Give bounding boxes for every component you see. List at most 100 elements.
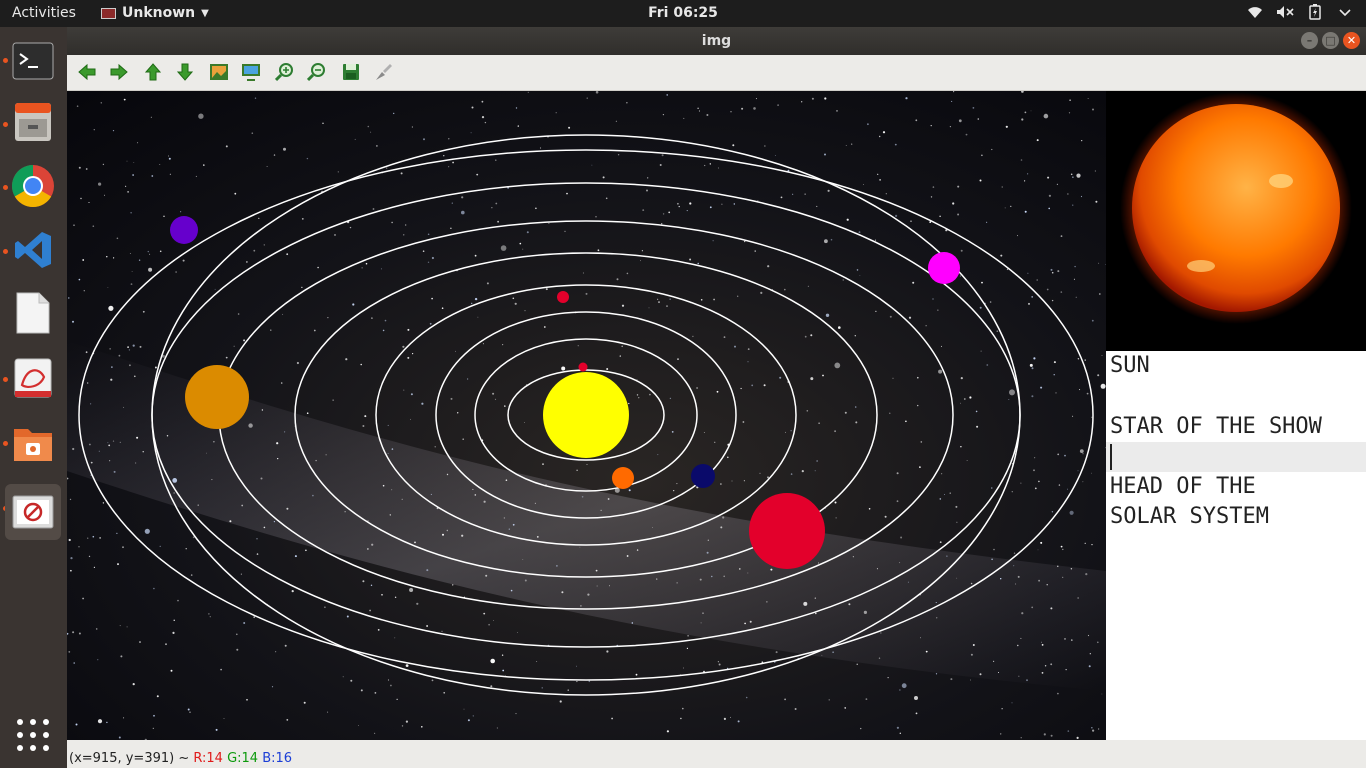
star	[941, 473, 943, 475]
star	[876, 568, 878, 570]
star	[286, 507, 289, 510]
star	[434, 446, 436, 448]
terminal-icon[interactable]	[10, 38, 56, 84]
power-menu-icon[interactable]	[1336, 3, 1354, 21]
star	[446, 473, 449, 476]
star	[492, 392, 495, 395]
star	[168, 155, 169, 157]
vscode-icon[interactable]	[10, 227, 56, 273]
app-menu[interactable]: Unknown ▼	[101, 5, 209, 21]
star	[362, 425, 365, 427]
star	[767, 265, 770, 268]
star	[352, 303, 355, 306]
star	[1036, 279, 1038, 281]
star	[144, 528, 150, 534]
battery-icon[interactable]	[1306, 3, 1324, 21]
image-icon[interactable]	[206, 59, 232, 85]
arrow-down-icon[interactable]	[172, 59, 198, 85]
star	[1064, 454, 1066, 457]
star	[775, 651, 778, 654]
arrow-up-icon[interactable]	[140, 59, 166, 85]
image-viewer-icon[interactable]	[5, 484, 61, 540]
star	[1017, 575, 1020, 578]
star	[764, 145, 766, 147]
star	[405, 720, 408, 723]
star	[649, 393, 651, 396]
planet-venus[interactable]	[612, 467, 634, 489]
dock	[0, 27, 67, 768]
star	[1008, 399, 1010, 400]
system-tray[interactable]	[1246, 3, 1354, 21]
sun[interactable]	[543, 372, 629, 458]
star	[519, 242, 522, 245]
star	[981, 154, 983, 157]
arrow-left-icon[interactable]	[74, 59, 100, 85]
close-button[interactable]: ✕	[1343, 32, 1360, 49]
star	[792, 193, 794, 195]
clock[interactable]: Fri 06:25	[648, 5, 718, 21]
window-titlebar[interactable]: img – □ ✕	[67, 27, 1366, 55]
planet-earth[interactable]	[691, 464, 715, 488]
star	[696, 387, 699, 389]
star	[374, 732, 376, 735]
chrome-icon[interactable]	[10, 163, 56, 209]
volume-muted-icon[interactable]	[1276, 3, 1294, 21]
star	[149, 253, 151, 255]
planet-mercury[interactable]	[578, 362, 588, 372]
star	[579, 546, 581, 548]
star	[1004, 207, 1006, 209]
star	[957, 185, 960, 188]
star	[358, 725, 359, 726]
star	[102, 163, 105, 166]
planet-jupiter[interactable]	[749, 493, 825, 569]
star	[787, 169, 790, 172]
star	[236, 633, 238, 636]
planet-neptune[interactable]	[170, 216, 198, 244]
wifi-icon[interactable]	[1246, 3, 1264, 21]
document-viewer-icon[interactable]	[10, 355, 56, 401]
star	[703, 432, 705, 433]
star	[131, 271, 133, 272]
star	[93, 566, 95, 568]
star	[932, 186, 935, 188]
star	[767, 476, 769, 479]
star	[543, 326, 546, 328]
zoom-fit-icon[interactable]	[238, 59, 264, 85]
orbit-2	[474, 338, 698, 492]
star	[497, 220, 499, 223]
zoom-out-icon[interactable]	[304, 59, 330, 85]
star	[907, 581, 909, 583]
star	[879, 179, 881, 181]
star	[879, 135, 881, 138]
properties-icon[interactable]	[370, 59, 396, 85]
file-cabinet-icon[interactable]	[10, 99, 56, 145]
star	[706, 114, 709, 116]
star	[401, 498, 403, 500]
star	[631, 622, 633, 624]
star	[488, 623, 490, 626]
star	[1069, 99, 1071, 101]
star	[936, 617, 938, 619]
star	[930, 196, 933, 198]
planet-mars[interactable]	[557, 291, 569, 303]
text-line-current[interactable]	[1106, 441, 1366, 473]
arrow-right-icon[interactable]	[106, 59, 132, 85]
text-editor-icon[interactable]	[10, 290, 56, 336]
file-manager-icon[interactable]	[10, 420, 56, 466]
info-text-panel[interactable]: SUN STAR OF THE SHOW HEAD OF THE SOLAR S…	[1106, 351, 1366, 740]
planet-saturn[interactable]	[185, 365, 249, 429]
activities-button[interactable]: Activities	[12, 5, 76, 21]
zoom-in-icon[interactable]	[272, 59, 298, 85]
star	[1018, 675, 1020, 677]
star	[704, 164, 706, 167]
maximize-button[interactable]: □	[1322, 32, 1339, 49]
star	[935, 602, 937, 603]
save-icon[interactable]	[338, 59, 364, 85]
minimize-button[interactable]: –	[1301, 32, 1318, 49]
image-canvas[interactable]	[67, 91, 1106, 740]
star	[626, 102, 628, 104]
star	[451, 202, 453, 204]
show-applications-icon[interactable]	[17, 719, 49, 751]
star	[88, 555, 91, 558]
planet-uranus[interactable]	[928, 252, 960, 284]
